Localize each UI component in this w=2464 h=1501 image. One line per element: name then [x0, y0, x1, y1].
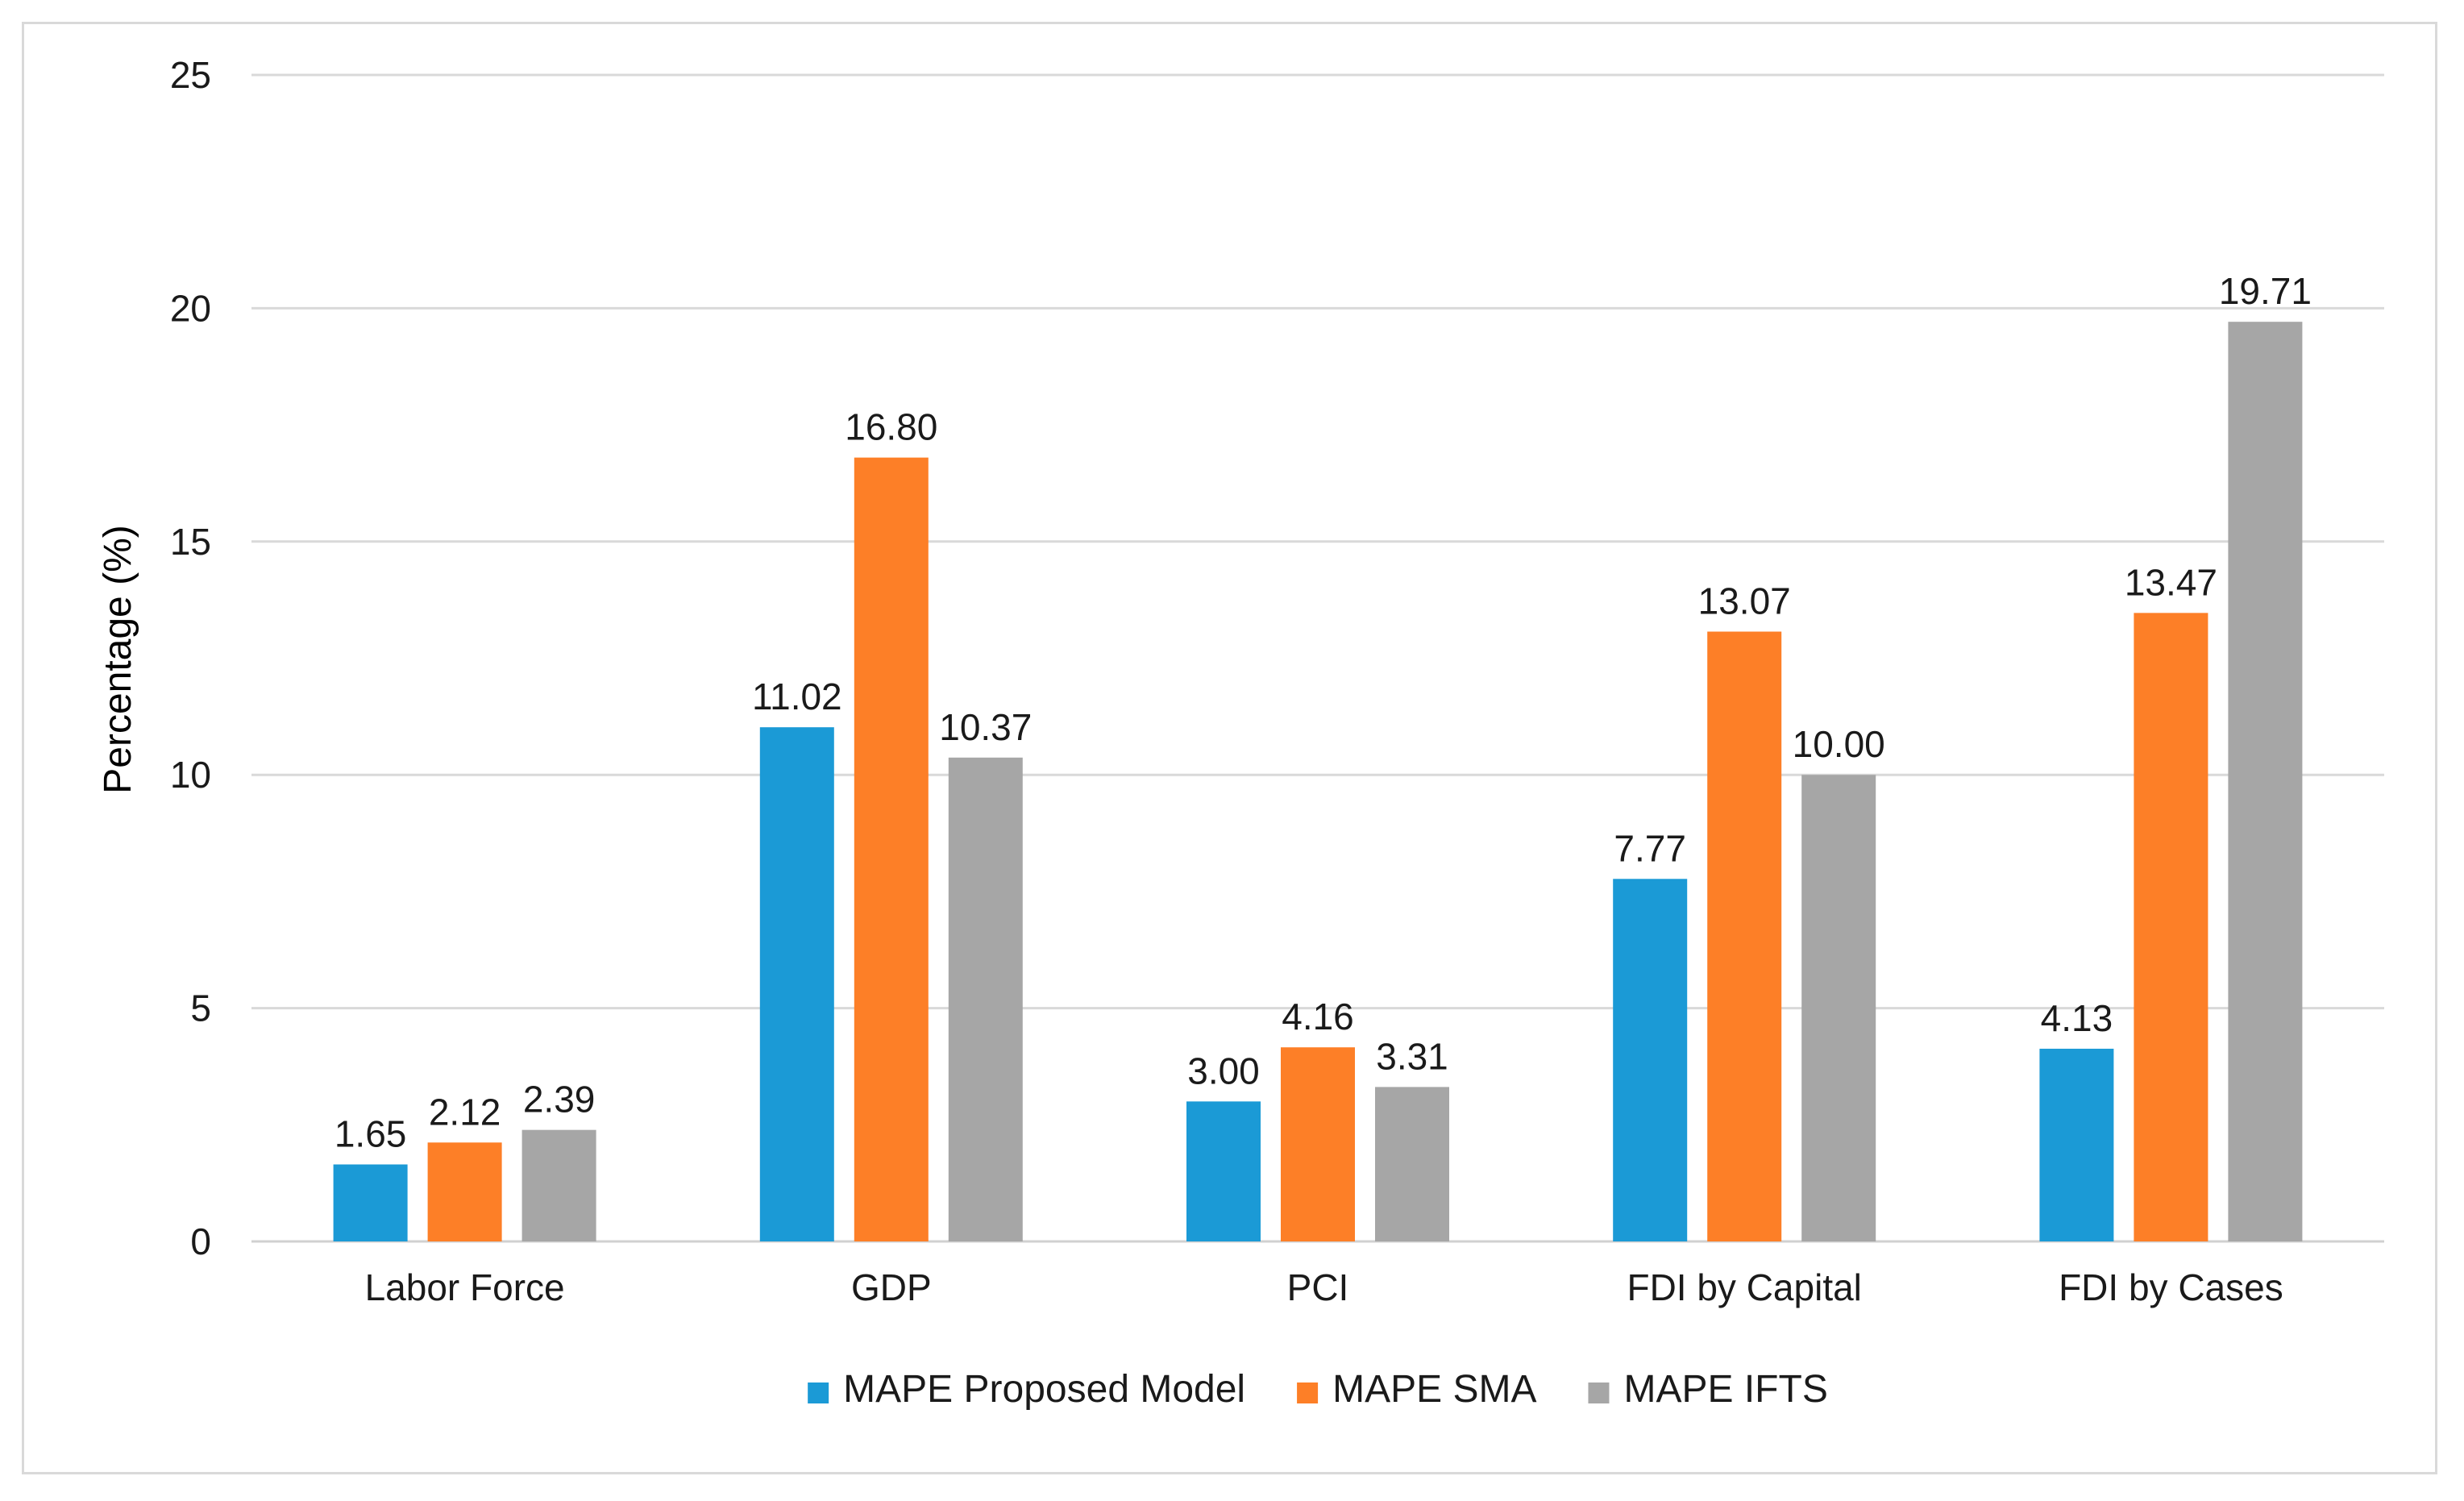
data-label: 4.16 — [1282, 996, 1354, 1037]
legend-item: MAPE SMA — [1297, 1368, 1536, 1411]
data-label: 13.07 — [1698, 580, 1791, 622]
y-tick-label: 0 — [190, 1220, 211, 1262]
x-axis-categories: Labor Force GDP PCI FDI by Capital FDI by Ca… — [365, 1266, 2283, 1308]
x-tick-label: GDP — [851, 1266, 932, 1308]
data-label: 2.39 — [523, 1079, 596, 1121]
data-label: 10.00 — [1793, 723, 1885, 765]
bar — [1707, 631, 1782, 1241]
legend-label: MAPE SMA — [1332, 1368, 1536, 1411]
y-tick-label: 10 — [170, 754, 211, 796]
bar — [1375, 1087, 1449, 1241]
bar — [2228, 322, 2303, 1242]
data-labels: 1.65 2.12 2.39 11.02 16.80 10.37 3.00 4.16 3.31 7… — [334, 270, 2312, 1154]
y-tick-label: 25 — [170, 54, 211, 96]
legend-swatch — [808, 1382, 829, 1403]
legend-item: MAPE IFTS — [1588, 1368, 1828, 1411]
bar — [2039, 1048, 2114, 1241]
bar — [1801, 775, 1876, 1241]
bar — [854, 457, 929, 1241]
data-label: 4.13 — [2041, 997, 2113, 1039]
bar — [427, 1142, 502, 1241]
bar — [948, 757, 1023, 1241]
bars — [333, 322, 2303, 1242]
y-axis-title: Percentage (%) — [97, 525, 139, 794]
bar — [2134, 613, 2208, 1241]
x-tick-label: PCI — [1287, 1266, 1349, 1308]
legend-swatch — [1297, 1382, 1319, 1403]
data-label: 11.02 — [752, 676, 842, 717]
bar — [521, 1129, 596, 1241]
y-axis-ticks: 0 5 10 15 20 25 — [170, 54, 211, 1262]
y-tick-label: 15 — [170, 521, 211, 563]
data-label: 1.65 — [334, 1112, 407, 1154]
legend-swatch — [1588, 1382, 1610, 1403]
bar — [1613, 879, 1688, 1241]
bar — [759, 727, 834, 1241]
bar — [1186, 1101, 1261, 1241]
data-label: 13.47 — [2125, 561, 2217, 603]
legend-label: MAPE Proposed Model — [843, 1368, 1245, 1411]
x-tick-label: FDI by Capital — [1627, 1266, 1861, 1308]
data-label: 2.12 — [429, 1091, 501, 1133]
data-label: 7.77 — [1614, 827, 1686, 869]
x-tick-label: FDI by Cases — [2059, 1266, 2283, 1308]
data-label: 19.71 — [2219, 270, 2312, 312]
gridlines — [251, 73, 2384, 1243]
bar — [1281, 1047, 1355, 1241]
y-tick-label: 5 — [190, 988, 211, 1029]
data-label: 3.31 — [1376, 1035, 1448, 1077]
data-label: 3.00 — [1187, 1050, 1260, 1091]
legend: MAPE Proposed Model MAPE SMA MAPE IFTS — [808, 1368, 1828, 1411]
data-label: 16.80 — [845, 406, 937, 448]
legend-item: MAPE Proposed Model — [808, 1368, 1245, 1411]
data-label: 10.37 — [939, 706, 1032, 748]
x-tick-label: Labor Force — [365, 1266, 565, 1308]
legend-label: MAPE IFTS — [1623, 1368, 1827, 1411]
bar — [333, 1164, 408, 1241]
y-tick-label: 20 — [170, 287, 211, 329]
